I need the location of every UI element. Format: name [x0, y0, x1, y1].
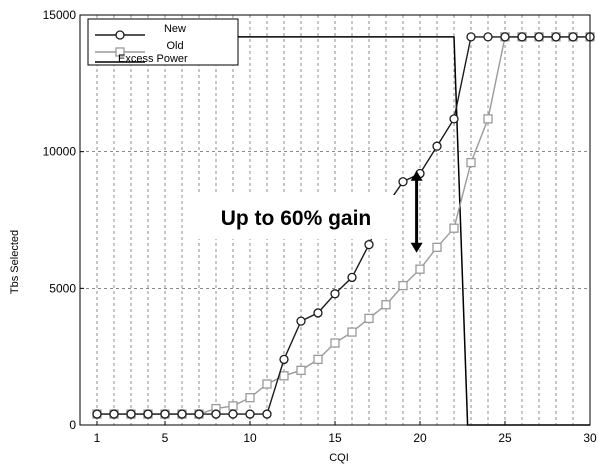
y-tick-label: 15000 [43, 8, 77, 22]
data-point [449, 114, 459, 124]
y-tick-label: 0 [69, 418, 76, 432]
x-tick-label: 15 [328, 431, 342, 445]
series-new [92, 32, 595, 419]
data-point [211, 409, 221, 419]
legend-label: Excess Power [118, 53, 188, 65]
y-tick-label: 10000 [43, 145, 77, 159]
data-point [126, 409, 136, 419]
data-point [245, 393, 255, 403]
data-point [364, 313, 374, 324]
data-point [449, 223, 459, 233]
data-point [568, 32, 578, 42]
x-tick-label: 30 [583, 431, 597, 445]
data-point [115, 30, 125, 40]
data-point [313, 308, 323, 318]
data-point [415, 264, 425, 274]
data-point [330, 338, 340, 348]
data-point [109, 409, 119, 419]
data-point [381, 300, 391, 310]
legend-item-excess-power: Excess Power [95, 53, 188, 65]
legend-label: New [164, 23, 186, 35]
y-tick-label: 5000 [49, 281, 76, 295]
x-tick-label: 1 [94, 431, 101, 445]
data-point [296, 365, 306, 375]
data-point [262, 409, 272, 419]
data-point [330, 289, 340, 299]
data-point [398, 177, 408, 187]
annotation-text: Up to 60% gain [221, 207, 372, 230]
y-axis-label: Tbs Selected [9, 230, 21, 294]
data-point [115, 47, 125, 57]
legend-label: Old [166, 40, 183, 52]
data-point [313, 354, 323, 365]
data-point [347, 272, 357, 283]
data-point [160, 409, 170, 419]
data-point [177, 409, 187, 419]
annotation-group: Up to 60% gain [193, 170, 423, 253]
data-point [92, 409, 102, 419]
data-point [364, 239, 374, 250]
data-point [466, 157, 476, 168]
data-point [279, 371, 289, 381]
data-point [517, 32, 527, 42]
data-point [432, 141, 442, 151]
data-point [483, 114, 493, 124]
data-point [143, 409, 153, 419]
data-point [194, 409, 204, 419]
data-point [262, 379, 272, 389]
data-point [432, 242, 442, 252]
legend-box [87, 18, 239, 66]
data-point [483, 32, 493, 42]
legend-item-old: Old [95, 40, 184, 57]
arrow-head-down [410, 242, 423, 253]
data-point [228, 409, 238, 419]
annotation-arrow [410, 170, 423, 253]
data-point [500, 32, 510, 42]
x-tick-label: 5 [162, 431, 169, 445]
x-tick-label: 10 [243, 431, 257, 445]
annotation-text-bg [193, 195, 399, 239]
data-point [245, 409, 255, 419]
x-tick-label: 25 [498, 431, 512, 445]
data-point [534, 32, 544, 42]
data-point [347, 327, 357, 337]
data-point [296, 316, 306, 326]
data-point [228, 401, 238, 411]
arrow-head-up [410, 170, 423, 181]
data-point [398, 280, 408, 291]
x-axis-label: CQI [329, 452, 349, 464]
x-tick-label: 20 [413, 431, 427, 445]
data-point [466, 32, 476, 42]
data-point [279, 354, 289, 365]
legend-item-new: New [95, 23, 186, 40]
data-point [551, 32, 561, 42]
